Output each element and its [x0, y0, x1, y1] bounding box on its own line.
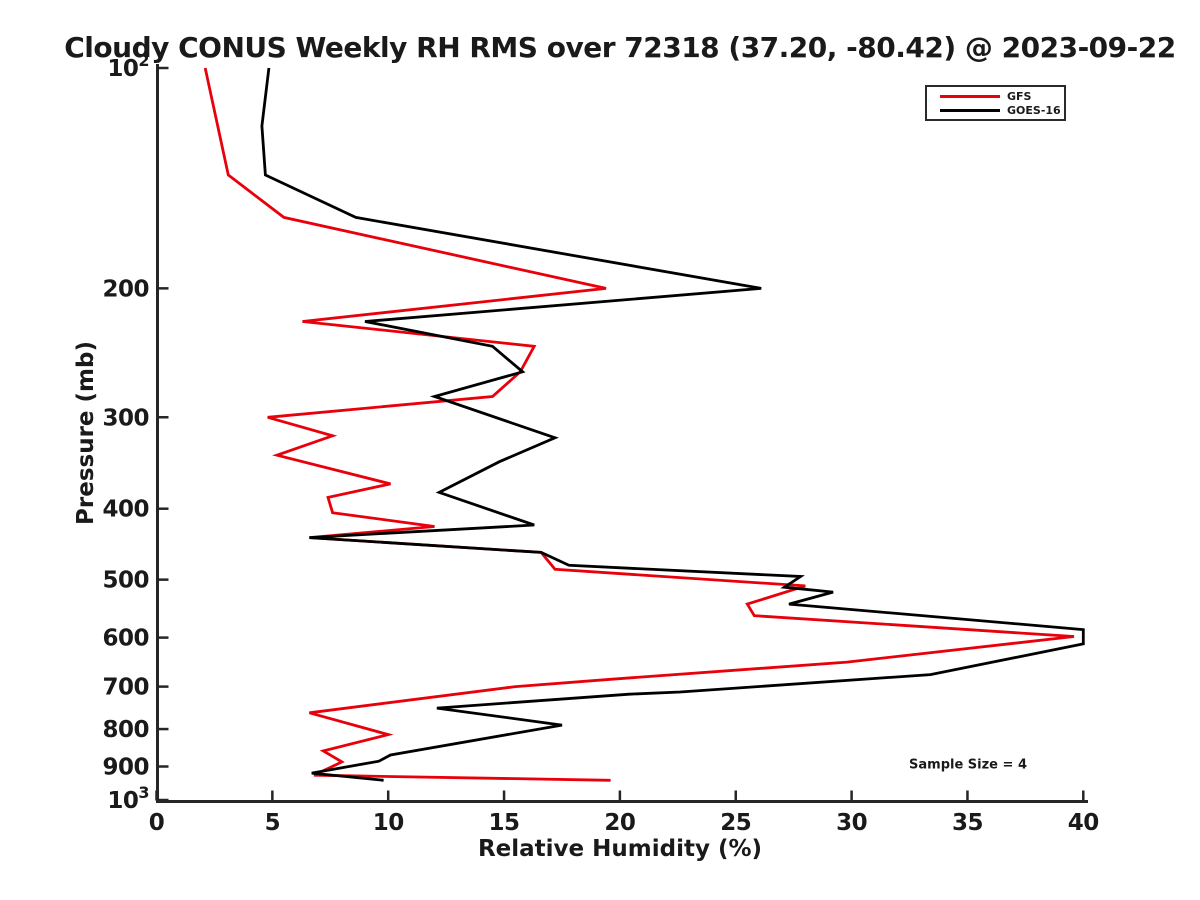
x-axis-label: Relative Humidity (%) — [477, 836, 763, 862]
x-tick-label: 15 — [489, 810, 520, 836]
legend-entry-label: GFS — [1007, 89, 1032, 103]
y-tick-label: 800 — [102, 717, 149, 743]
gfs-line — [203, 67, 1075, 782]
y-axis-label: Pressure (mb) — [73, 341, 99, 525]
y-tick-label: 500 — [102, 568, 149, 594]
x-tick-label: 0 — [149, 810, 165, 836]
x-tick-label: 20 — [604, 810, 635, 836]
y-tick-label: 102 — [107, 51, 149, 82]
legend-box: GFS GOES-16 — [925, 85, 1066, 121]
x-tick-label: 35 — [952, 810, 983, 836]
x-tick-label: 5 — [265, 810, 281, 836]
y-tick-label: 900 — [102, 755, 149, 781]
chart-title: Cloudy CONUS Weekly RH RMS over 72318 (3… — [64, 31, 1176, 64]
y-tick-label: 200 — [102, 276, 149, 302]
y-tick-label: 700 — [102, 675, 149, 701]
legend-entry-goes-16: GOES-16 — [927, 103, 1064, 117]
goes-16-line — [260, 67, 1085, 782]
y-tick-label: 103 — [107, 783, 149, 814]
y-tick-label: 400 — [102, 497, 149, 523]
x-tick-label: 10 — [373, 810, 404, 836]
y-tick-label: 300 — [102, 405, 149, 431]
y-tick-label: 600 — [102, 626, 149, 652]
x-tick-label: 30 — [836, 810, 867, 836]
x-tick-label: 40 — [1068, 810, 1099, 836]
x-tick-label: 25 — [720, 810, 751, 836]
legend-entry-gfs: GFS — [927, 89, 1064, 103]
legend-entry-label: GOES-16 — [1007, 103, 1061, 117]
sample-size-annotation: Sample Size = 4 — [909, 757, 1027, 773]
legend-line-swatch — [940, 94, 1000, 98]
legend-line-swatch — [940, 108, 1000, 112]
